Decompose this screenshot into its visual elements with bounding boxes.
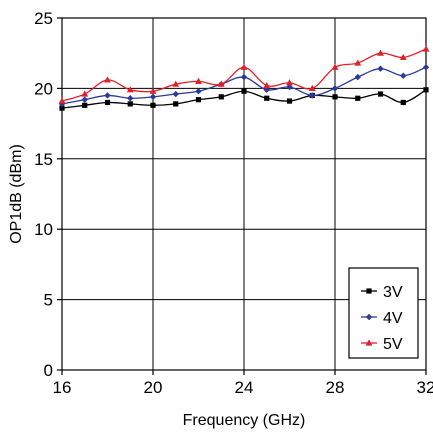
data-point-3v (173, 101, 179, 107)
data-point-3v (264, 95, 270, 101)
data-point-4v (309, 92, 316, 99)
data-point-5v (126, 86, 134, 93)
data-point-5v (308, 84, 316, 91)
data-point-4v (331, 85, 339, 92)
data-point-3v (150, 102, 156, 108)
data-point-4v (149, 93, 157, 101)
legend-box (348, 267, 419, 359)
data-point-5v (81, 90, 89, 97)
data-point-3v (332, 94, 338, 100)
legend-label-4v: 4V (383, 310, 403, 327)
data-point-3v (286, 98, 293, 104)
x-tick-label: 20 (144, 378, 163, 397)
data-point-4v (81, 96, 88, 103)
data-point-4v (195, 88, 202, 95)
data-point-3v (104, 99, 111, 106)
y-tick-label: 5 (44, 291, 53, 310)
data-point-3v (82, 102, 88, 108)
series-group (58, 45, 430, 111)
y-tick-label: 10 (34, 220, 53, 239)
data-point-4v (127, 95, 134, 102)
legend-item-3v: 3V (361, 284, 403, 301)
data-point-3v (127, 101, 133, 107)
data-point-4v (377, 65, 384, 72)
data-point-4v (354, 73, 361, 81)
data-point-5v (354, 59, 362, 66)
data-point-5v (104, 76, 111, 83)
series-3v (59, 87, 429, 111)
legend-label-5v: 5V (383, 336, 403, 353)
data-point-3v (423, 87, 429, 93)
data-point-4v (263, 86, 270, 94)
y-tick-label: 15 (34, 150, 53, 169)
x-tick-label: 28 (326, 378, 345, 397)
data-point-3v (355, 95, 361, 101)
legend-item-4v: 4V (361, 310, 403, 327)
data-point-4v (422, 64, 430, 71)
y-tick-label: 0 (44, 361, 53, 380)
data-point-4v (104, 92, 111, 99)
data-point-5v (240, 63, 248, 70)
data-point-5v (263, 81, 271, 89)
series-4v (58, 64, 430, 108)
data-point-3v (400, 99, 406, 106)
data-point-3v (195, 97, 202, 103)
data-point-5v (58, 97, 66, 104)
data-point-5v (172, 80, 180, 87)
axis-ticks: 0 5 10 15 20 25 16 20 24 28 32 (34, 9, 433, 397)
data-point-5v (422, 45, 430, 52)
legend: 3V 4V 5V (348, 267, 419, 359)
data-point-5v (195, 77, 202, 84)
legend-item-5v: 5V (361, 336, 403, 353)
data-point-4v (240, 73, 248, 81)
y-tick-label: 25 (34, 9, 53, 28)
data-point-3v (377, 91, 384, 97)
data-point-3v (59, 105, 65, 111)
x-tick-label: 16 (53, 378, 72, 397)
data-point-4v (172, 90, 179, 98)
data-point-5v (217, 80, 225, 87)
data-point-4v (400, 72, 407, 79)
data-point-5v (331, 63, 339, 70)
series-5v (58, 45, 430, 104)
data-point-5v (377, 49, 384, 56)
x-tick-label: 24 (235, 378, 254, 397)
data-point-5v (399, 53, 407, 61)
x-axis-label: Frequency (GHz) (183, 412, 306, 429)
data-point-4v (286, 83, 293, 91)
legend-marker-3v (366, 288, 372, 294)
y-axis-label: OP1dB (dBm) (8, 144, 25, 244)
data-point-3v (241, 88, 247, 94)
legend-label-3v: 3V (383, 284, 403, 301)
data-point-5v (286, 79, 293, 86)
data-point-5v (149, 87, 157, 94)
x-tick-label: 32 (417, 378, 433, 397)
legend-marker-5v (365, 339, 373, 346)
data-point-3v (218, 94, 224, 100)
y-tick-label: 20 (34, 79, 53, 98)
legend-marker-4v (365, 313, 373, 321)
